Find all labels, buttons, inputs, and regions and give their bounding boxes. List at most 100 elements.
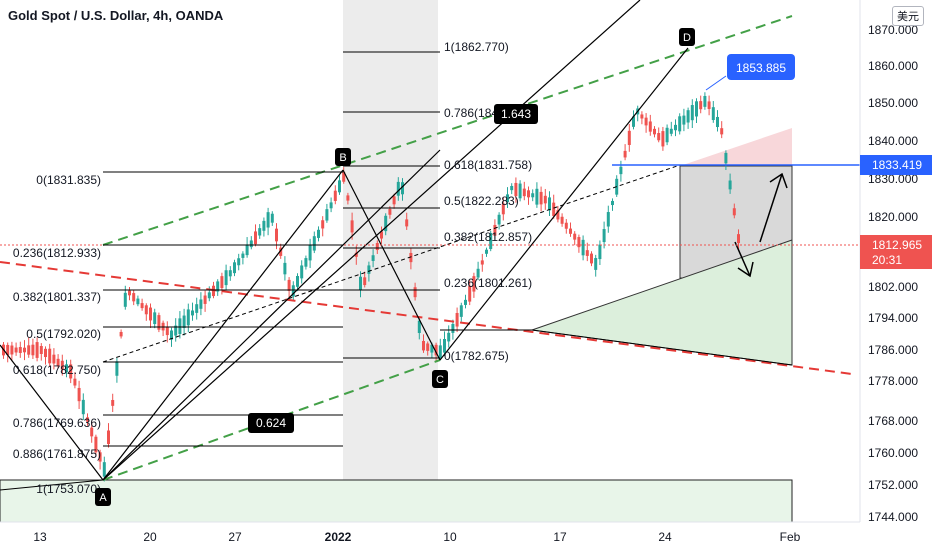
candle-body (325, 209, 329, 221)
fib-left-2: 0.382(1801.337) (13, 290, 101, 304)
y-tick-label: 1802.000 (868, 280, 918, 294)
candle-body (413, 287, 417, 298)
candle-body (690, 105, 694, 121)
candle-body (35, 342, 39, 358)
candle-body (619, 166, 623, 175)
countdown-label: 20:31 (872, 253, 902, 267)
y-tick-label: 1870.000 (868, 23, 918, 37)
candle-body (703, 96, 707, 107)
candle-body (497, 214, 501, 225)
candle-body (300, 265, 304, 279)
candle-body (401, 182, 404, 195)
candle-body (518, 183, 522, 199)
candle-body (485, 249, 488, 254)
candle-body (178, 318, 182, 334)
candle-body (443, 339, 446, 353)
candle-body (720, 128, 724, 135)
candle-body (342, 171, 346, 182)
candle-body (237, 258, 241, 266)
fib-left-3: 0.5(1792.020) (26, 327, 101, 341)
candle-body (157, 315, 161, 330)
candle-body (77, 387, 81, 402)
candle-body (111, 399, 115, 406)
candle-body (291, 285, 295, 297)
candle-body (447, 332, 451, 342)
point-d: D (683, 32, 691, 44)
y-tick-label: 1794.000 (868, 311, 918, 325)
candle-body (65, 364, 68, 373)
fib-left-4: 0.618(1782.750) (13, 363, 101, 377)
candle-body (220, 276, 224, 289)
candle-body (409, 252, 413, 263)
candle-body (241, 253, 245, 258)
y-tick-label: 1830.000 (868, 172, 918, 186)
candle-body (144, 305, 148, 315)
candle-body (81, 399, 85, 415)
candle-body (262, 220, 266, 231)
high-label: 1853.885 (736, 61, 786, 75)
x-tick-label: 24 (658, 530, 672, 544)
fib-mid-0: 1(1862.770) (444, 40, 509, 54)
candle-body (737, 234, 740, 244)
candle-body (699, 101, 703, 110)
currency-button[interactable]: 美元 (892, 6, 924, 26)
candle-body (375, 243, 379, 251)
fib-left-7: 1(1753.070) (36, 482, 101, 496)
candle-body (493, 224, 497, 236)
candle-body (56, 358, 60, 366)
candle-body (73, 378, 77, 386)
candle-body (102, 462, 106, 477)
fib-mid-5: 0.236(1801.261) (444, 276, 532, 290)
candle-body (732, 208, 736, 216)
candle-body (371, 255, 375, 261)
candle-body (392, 196, 396, 205)
candle-body (611, 200, 614, 206)
candle-body (224, 270, 228, 286)
y-tick-label: 1752.000 (868, 478, 918, 492)
candle-body (522, 188, 526, 197)
candle-body (707, 101, 711, 109)
candle-body (283, 262, 287, 275)
x-tick-label: Feb (780, 530, 801, 544)
candle-body (569, 228, 572, 234)
candle-body (543, 195, 547, 204)
candle-body (564, 222, 568, 229)
candle-body (426, 343, 430, 351)
current-price-label: 1812.965 (872, 238, 922, 252)
candle-body (174, 325, 178, 336)
candle-body (27, 345, 31, 355)
candle-body (510, 185, 514, 191)
candle-body (354, 252, 358, 257)
candle-body (590, 253, 593, 264)
x-tick-label: 17 (553, 530, 567, 544)
candle-body (14, 347, 18, 353)
candle-body (560, 216, 564, 224)
candle-body (468, 285, 472, 302)
candle-body (86, 417, 89, 422)
candle-body (594, 258, 598, 270)
candle-body (451, 323, 455, 333)
candle-body (149, 307, 152, 321)
candle-body (60, 360, 64, 370)
candle-body (556, 210, 560, 220)
candle-body (119, 331, 123, 337)
candle-body (245, 244, 249, 256)
candle-body (338, 180, 341, 193)
candle-body (195, 304, 199, 313)
candle-body (388, 209, 392, 215)
candle-body (724, 152, 728, 164)
ratio-label-0: 1.643 (501, 107, 531, 121)
candle-body (476, 268, 480, 278)
fib-mid-4: 0.382(1812.857) (444, 230, 532, 244)
candle-body (98, 452, 102, 462)
candle-body (422, 340, 425, 351)
candle-body (506, 194, 509, 203)
candle-body (153, 312, 157, 325)
candle-body (531, 193, 535, 198)
candle-body (632, 116, 635, 127)
candle-body (674, 124, 677, 131)
candle-body (682, 115, 686, 125)
candle-body (249, 240, 253, 248)
fib-mid-3: 0.5(1822.283) (444, 194, 519, 208)
